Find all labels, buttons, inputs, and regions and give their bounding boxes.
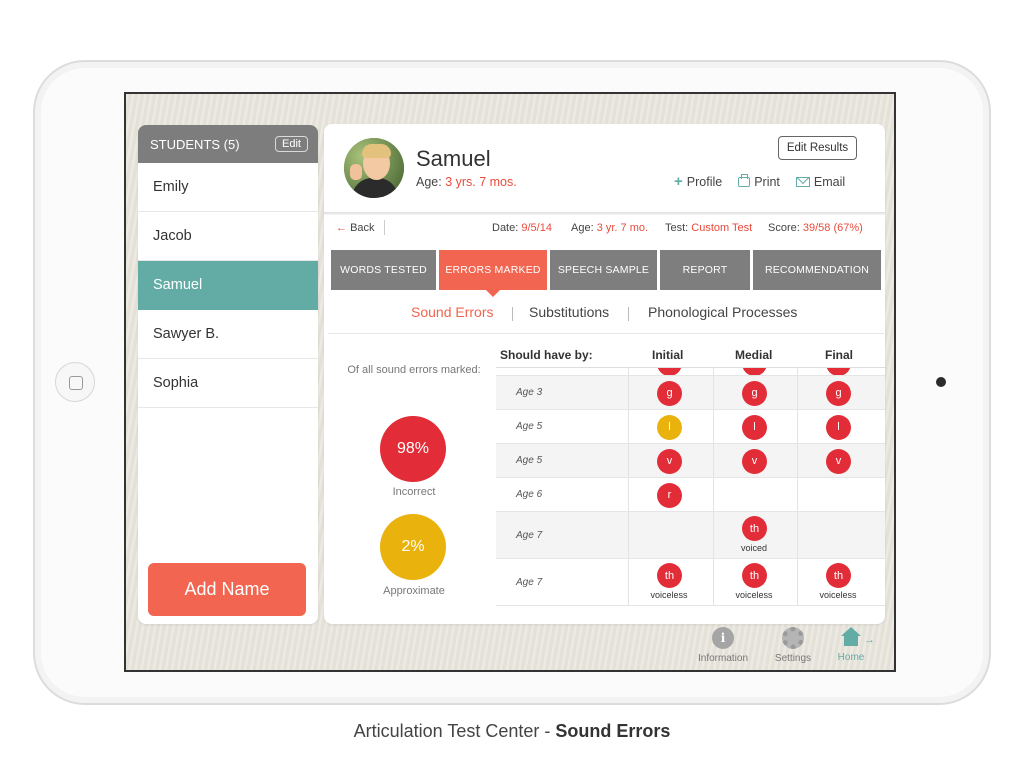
test-score: Score: 39/58 (67%): [768, 222, 863, 234]
test-info-bar: ← Back Date: 9/5/14 Age: 3 yr. 7 mo. Tes…: [324, 220, 885, 242]
medial-sound-dot[interactable]: v: [742, 448, 767, 474]
students-panel: STUDENTS (5) Edit Emily Jacob Samuel Saw…: [138, 125, 318, 624]
results-card: Samuel Age: 3 yrs. 7 mos. Edit Results +…: [324, 124, 885, 624]
test-age: Age: 3 yr. 7 mo.: [571, 222, 649, 234]
initial-sound-dot[interactable]: th: [657, 563, 682, 588]
settings-button[interactable]: Settings: [763, 627, 823, 664]
device-camera: [936, 377, 946, 387]
header-divider: [324, 212, 885, 215]
approximate-label: Approximate: [383, 585, 445, 597]
incorrect-label: Incorrect: [392, 486, 436, 498]
home-button[interactable]: → Home: [821, 627, 881, 663]
info-icon: i: [712, 627, 734, 649]
final-sound-dot[interactable]: v: [826, 448, 851, 474]
student-age: Age: 3 yrs. 7 mos.: [416, 175, 517, 189]
home-icon: →: [840, 627, 875, 647]
student-name: Samuel: [416, 146, 491, 171]
student-item-emily[interactable]: Emily: [138, 163, 318, 212]
edit-students-button[interactable]: Edit: [275, 136, 308, 152]
table-row: Age 7 th voiced: [496, 512, 885, 559]
medial-sound-dot[interactable]: th: [742, 516, 767, 541]
header-medial: Medial: [735, 348, 773, 362]
test-date: Date: 9/5/14: [492, 222, 552, 234]
table-row: Age 5 l l l: [496, 410, 885, 444]
subtab-sound-errors[interactable]: Sound Errors: [411, 304, 494, 320]
initial-sound-dot[interactable]: l: [657, 414, 682, 440]
back-button[interactable]: ← Back: [336, 222, 375, 234]
age-cell: Age 3: [516, 387, 543, 398]
age-cell: Age 7: [516, 576, 543, 588]
device-home-button[interactable]: [55, 362, 95, 402]
final-sound-dot[interactable]: l: [826, 414, 851, 440]
sound-errors-table: Should have by: Initial Medial Final Age…: [496, 342, 885, 608]
table-header: Should have by: Initial Medial Final: [496, 342, 885, 368]
students-title: STUDENTS (5): [150, 136, 240, 152]
information-button[interactable]: i Information: [693, 627, 753, 664]
medial-sound-dot[interactable]: g: [742, 380, 767, 406]
incorrect-percent: 98%: [380, 416, 446, 482]
final-sound-note: voiceless: [819, 590, 857, 600]
tab-speech-sample[interactable]: SPEECH SAMPLE: [550, 250, 657, 290]
page-caption: Articulation Test Center - Sound Errors: [353, 721, 671, 741]
plus-icon: +: [674, 173, 683, 190]
initial-sound-dot[interactable]: v: [657, 448, 682, 474]
tab-report[interactable]: REPORT: [660, 250, 750, 290]
final-sound-dot[interactable]: th: [826, 563, 851, 588]
age-cell: Age 5: [516, 421, 543, 432]
table-row: Age 7 th voiceless th voiceless th voiceless: [496, 559, 885, 606]
student-item-jacob[interactable]: Jacob: [138, 212, 318, 261]
initial-sound-dot[interactable]: g: [657, 380, 682, 406]
medial-sound-note: voiced: [740, 543, 767, 553]
medial-sound-dot[interactable]: th: [742, 563, 767, 588]
stats-intro: Of all sound errors marked:: [347, 364, 481, 376]
table-row: Age 5 v v v: [496, 444, 885, 478]
student-item-sawyer[interactable]: Sawyer B.: [138, 310, 318, 359]
tab-recommendation[interactable]: RECOMMENDATION: [753, 250, 881, 290]
final-sound-dot[interactable]: g: [826, 380, 851, 406]
header-should-have-by: Should have by:: [500, 348, 593, 362]
students-header: STUDENTS (5) Edit: [138, 125, 318, 163]
edit-results-button[interactable]: Edit Results: [778, 136, 857, 160]
profile-button[interactable]: + Profile: [674, 173, 723, 190]
initial-sound-dot[interactable]: r: [657, 482, 682, 508]
initial-sound-note: voiceless: [650, 590, 688, 600]
app-screen: STUDENTS (5) Edit Emily Jacob Samuel Saw…: [124, 92, 896, 672]
back-arrow-icon: ←: [336, 222, 347, 234]
student-item-samuel[interactable]: Samuel: [138, 261, 318, 310]
email-button[interactable]: Email: [795, 175, 845, 189]
envelope-icon: [795, 177, 810, 187]
gear-icon: [782, 627, 804, 649]
test-name: Test: Custom Test: [665, 222, 753, 234]
profile-actions: + Profile Print Email: [674, 173, 845, 190]
avatar: [344, 138, 404, 198]
student-item-sophia[interactable]: Sophia: [138, 359, 318, 408]
header-final: Final: [825, 348, 854, 362]
table-body[interactable]: Age 3 g g g Age 5 l l l Age 5 v v v Age 6 r Age 7 th voi…: [496, 368, 885, 608]
age-cell: Age 6: [516, 489, 543, 500]
add-name-button[interactable]: Add Name: [148, 563, 306, 616]
subtab-substitutions[interactable]: Substitutions: [529, 304, 610, 320]
results-tabs: WORDS TESTED ERRORS MARKED SPEECH SAMPLE…: [331, 250, 881, 297]
subtab-phonological-processes[interactable]: Phonological Processes: [648, 304, 798, 320]
age-cell: Age 7: [516, 529, 543, 541]
table-row: Age 3 g g g: [496, 376, 885, 410]
medial-sound-dot[interactable]: l: [742, 414, 767, 440]
printer-icon: [738, 174, 751, 187]
header-initial: Initial: [652, 348, 684, 362]
approximate-percent: 2%: [380, 514, 446, 580]
print-button[interactable]: Print: [738, 174, 780, 189]
tab-words-tested[interactable]: WORDS TESTED: [331, 250, 436, 290]
error-subtabs: Sound Errors Substitutions Phonological …: [324, 304, 885, 326]
medial-sound-note: voiceless: [735, 590, 773, 600]
age-cell: Age 5: [516, 455, 543, 466]
tab-errors-marked[interactable]: ERRORS MARKED: [439, 250, 547, 297]
table-row: Age 6 r: [496, 478, 885, 512]
